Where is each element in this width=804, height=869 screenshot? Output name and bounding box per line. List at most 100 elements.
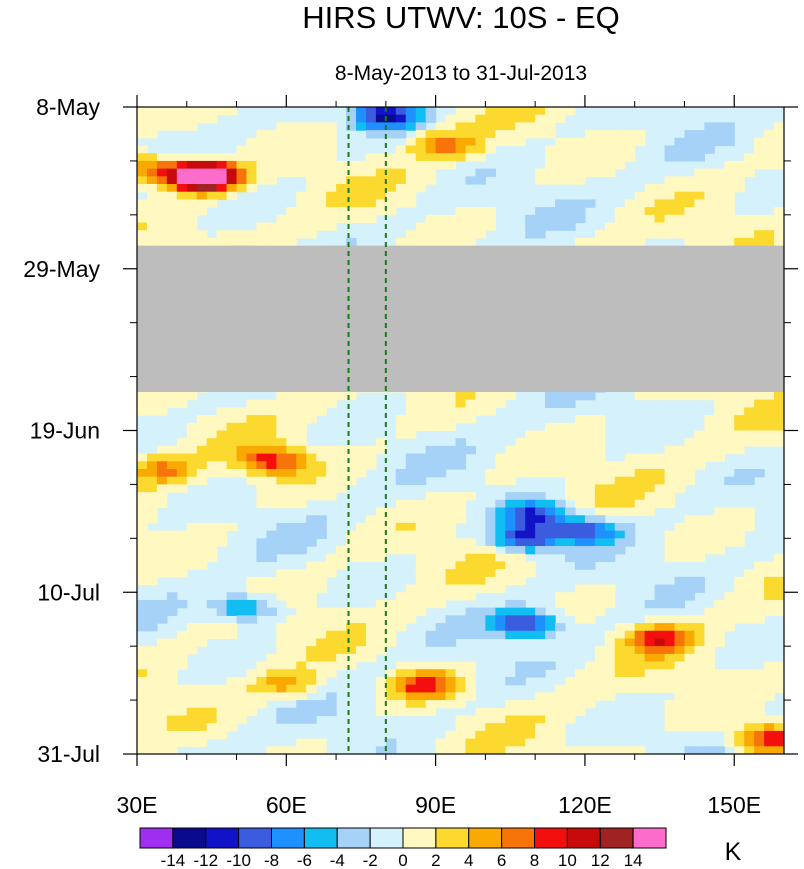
field-cell: [545, 461, 556, 470]
field-cell: [644, 199, 656, 208]
field-cell: [176, 207, 188, 216]
field-cell: [236, 592, 248, 601]
field-cell: [714, 507, 725, 516]
field-cell: [774, 738, 784, 747]
field-cell: [754, 569, 765, 578]
colorbar-label: -10: [226, 851, 251, 869]
field-cell: [674, 476, 686, 486]
field-cell: [306, 492, 317, 501]
field-cell: [724, 168, 735, 177]
field-cell: [634, 391, 646, 401]
field-cell: [634, 130, 646, 139]
field-cell: [714, 445, 725, 455]
field-cell: [485, 584, 496, 593]
field-cell: [146, 723, 158, 732]
field-cell: [584, 492, 596, 501]
field-cell: [286, 484, 297, 493]
field-cell: [316, 461, 327, 470]
field-cell: [674, 684, 686, 693]
field-cell: [574, 522, 586, 532]
field-cell: [156, 391, 168, 401]
field-cell: [734, 692, 745, 701]
field-cell: [614, 507, 626, 516]
field-cell: [445, 445, 457, 455]
field-cell: [395, 669, 407, 678]
field-cell: [266, 492, 277, 501]
field-cell: [754, 715, 765, 724]
field-cell: [574, 538, 586, 547]
field-cell: [296, 584, 307, 593]
field-cell: [565, 222, 576, 231]
field-cell: [435, 592, 447, 601]
field-cell: [525, 546, 536, 555]
field-cell: [495, 476, 506, 486]
field-cell: [495, 399, 506, 408]
field-cell: [565, 522, 576, 532]
field-cell: [306, 476, 317, 486]
field-cell: [365, 515, 377, 524]
field-cell: [226, 461, 238, 470]
field-cell: [385, 630, 397, 640]
field-cell: [156, 661, 168, 670]
field-cell: [256, 461, 267, 470]
field-cell: [574, 199, 586, 208]
field-cell: [674, 546, 686, 555]
field-cell: [684, 746, 696, 754]
field-cell: [535, 107, 546, 116]
field-cell: [565, 607, 576, 616]
field-cell: [674, 615, 686, 624]
field-cell: [166, 723, 178, 732]
chart-subtitle: 8-May-2013 to 31-Jul-2013: [335, 62, 587, 85]
field-cell: [704, 615, 715, 624]
field-cell: [505, 615, 516, 624]
field-cell: [425, 391, 437, 401]
field-cell: [664, 530, 676, 539]
field-cell: [754, 676, 765, 686]
field-cell: [614, 676, 626, 686]
field-cell: [196, 623, 208, 632]
field-cell: [515, 461, 526, 470]
field-cell: [774, 122, 784, 131]
field-cell: [505, 569, 516, 578]
field-cell: [614, 522, 626, 532]
field-cell: [455, 492, 467, 501]
field-cell: [146, 391, 158, 401]
field-cell: [206, 599, 218, 609]
field-cell: [246, 153, 258, 162]
field-cell: [515, 561, 526, 570]
field-cell: [505, 715, 516, 724]
field-cell: [734, 168, 745, 177]
field-cell: [156, 199, 168, 208]
field-cell: [276, 492, 287, 501]
field-cell: [236, 707, 248, 717]
field-cell: [734, 430, 745, 439]
field-cell: [565, 176, 576, 185]
field-cell: [296, 222, 307, 231]
field-cell: [316, 407, 327, 416]
field-cell: [505, 137, 516, 147]
field-cell: [137, 522, 148, 532]
colorbar-swatch: [501, 827, 536, 849]
field-cell: [694, 168, 705, 177]
field-cell: [425, 638, 437, 647]
field-cell: [744, 592, 755, 601]
field-cell: [465, 576, 477, 586]
field-cell: [375, 199, 387, 208]
field-cell: [415, 700, 427, 709]
field-cell: [355, 538, 367, 547]
field-cell: [744, 507, 755, 516]
field-cell: [754, 700, 765, 709]
field-cell: [176, 230, 188, 239]
field-cell: [236, 407, 248, 416]
field-cell: [684, 707, 696, 717]
field-cell: [296, 199, 307, 208]
field-cell: [565, 391, 576, 401]
field-cell: [714, 684, 725, 693]
field-cell: [196, 237, 208, 247]
field-cell: [694, 746, 705, 754]
field-cell: [525, 738, 536, 747]
field-cell: [236, 684, 248, 693]
field-cell: [365, 653, 377, 663]
field-cell: [226, 676, 238, 686]
field-cell: [156, 484, 168, 493]
